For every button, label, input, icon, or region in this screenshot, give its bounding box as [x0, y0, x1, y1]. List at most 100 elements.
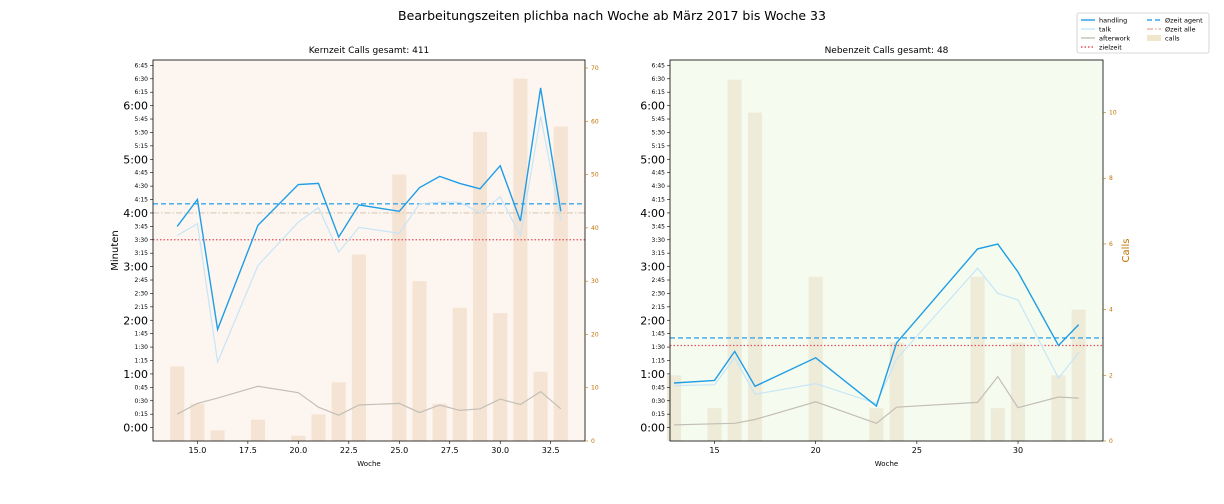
y-tick-label: 6:45 — [135, 62, 149, 69]
calls-bar — [553, 126, 568, 441]
calls-bar — [452, 307, 467, 441]
y-tick-label: 0:00 — [123, 422, 148, 435]
series-handling-line — [176, 87, 562, 333]
y-tick-label: 4:45 — [135, 170, 149, 177]
chart-title: Nebenzeit Calls gesamt: 48 — [825, 46, 949, 56]
y-tick-label: 1:45 — [652, 331, 666, 338]
y2-tick-label: 0 — [591, 438, 595, 445]
y2-tick-label: 70 — [591, 65, 599, 72]
x-tick-label: 20 — [811, 446, 821, 455]
x-tick-label: 25 — [912, 446, 922, 455]
y-tick-label: 1:30 — [652, 344, 666, 351]
x-tick-label: 20.0 — [289, 446, 307, 455]
plot-background — [670, 60, 1103, 441]
calls-bar — [1051, 375, 1066, 441]
calls-bar — [351, 254, 366, 441]
series-talk-line — [176, 116, 562, 365]
figure-suptitle: Bearbeitungszeiten plichba nach Woche ab… — [398, 8, 826, 23]
y-tick-label: 3:30 — [652, 237, 666, 244]
calls-bar — [311, 414, 326, 441]
y-tick-label: 0:45 — [135, 384, 149, 391]
y-tick-label: 4:30 — [135, 183, 149, 190]
y2-tick-label: 10 — [1109, 110, 1117, 117]
calls-bar — [210, 430, 225, 441]
series-talk-line — [673, 267, 1080, 405]
y-tick-label: 0:15 — [135, 411, 149, 418]
y-tick-label: 2:30 — [135, 290, 149, 297]
x-tick-label: 22.5 — [340, 446, 358, 455]
y-tick-label: 6:30 — [652, 76, 666, 83]
plot-frame — [152, 59, 586, 442]
y-tick-label: 5:00 — [640, 153, 665, 166]
calls-bar — [291, 435, 306, 441]
calls-bar — [808, 276, 823, 441]
calls-bar — [190, 403, 205, 441]
legend-box — [1076, 12, 1210, 54]
legend-label: calls — [1165, 35, 1180, 43]
series-afterwork-line — [673, 375, 1079, 426]
y-tick-label: 1:30 — [135, 344, 149, 351]
y-tick-label: 5:30 — [652, 129, 666, 136]
calls-bar — [412, 281, 427, 441]
calls-bar — [1010, 342, 1026, 441]
y-tick-label: 4:45 — [652, 170, 666, 177]
y2-tick-label: 2 — [1109, 372, 1113, 379]
y2-tick-label: 10 — [591, 385, 599, 392]
calls-bar — [392, 174, 407, 441]
y-tick-label: 1:45 — [135, 331, 149, 338]
plot-background — [153, 60, 585, 441]
y-tick-label: 1:00 — [123, 368, 148, 381]
y-tick-label: 1:15 — [652, 358, 666, 365]
series-afterwork-line — [176, 385, 562, 416]
y-tick-label: 6:45 — [652, 62, 666, 69]
plot-frame — [669, 59, 1104, 442]
y-tick-label: 5:15 — [652, 143, 666, 150]
y-tick-label: 5:45 — [135, 116, 149, 123]
y-tick-label: 4:00 — [640, 207, 665, 220]
y-tick-label: 4:00 — [123, 207, 148, 220]
calls-bar — [472, 131, 488, 441]
calls-bar — [513, 78, 528, 441]
y-tick-label: 3:00 — [640, 261, 665, 274]
calls-bar — [170, 366, 185, 441]
y-tick-label: 2:00 — [640, 314, 665, 327]
legend-label: Øzeit agent — [1165, 17, 1203, 25]
y-tick-label: 3:30 — [135, 237, 149, 244]
y2-tick-label: 6 — [1109, 241, 1113, 248]
y-tick-label: 2:45 — [652, 277, 666, 284]
y2-tick-label: 0 — [1109, 438, 1113, 445]
chart-title: Kernzeit Calls gesamt: 411 — [309, 46, 430, 56]
x-tick-label: 25.0 — [390, 446, 408, 455]
y-tick-label: 3:15 — [135, 250, 149, 257]
x-tick-label: 15.0 — [189, 446, 207, 455]
y-tick-label: 5:30 — [135, 129, 149, 136]
legend-label: talk — [1099, 26, 1111, 34]
y2-axis-label: Calls — [1121, 239, 1132, 263]
calls-bar — [990, 408, 1005, 441]
y-tick-label: 0:45 — [652, 384, 666, 391]
x-tick-label: 15 — [709, 446, 719, 455]
y-tick-label: 5:00 — [123, 153, 148, 166]
x-tick-label: 17.5 — [239, 446, 257, 455]
y-tick-label: 6:00 — [640, 100, 665, 113]
y-tick-label: 0:00 — [640, 422, 665, 435]
y-tick-label: 3:00 — [123, 261, 148, 274]
calls-bar — [1071, 309, 1086, 441]
y2-tick-label: 20 — [591, 331, 599, 338]
y-tick-label: 1:00 — [640, 368, 665, 381]
y2-tick-label: 60 — [591, 118, 599, 125]
calls-bar — [493, 313, 508, 441]
y-tick-label: 2:15 — [652, 304, 666, 311]
y-tick-label: 2:00 — [123, 314, 148, 327]
calls-bar — [331, 382, 346, 441]
calls-bar — [970, 276, 985, 441]
chart-left: 0:00 0:15 0:30 0:45 1:00 1:15 1:30 1:45 2:00 2:15… — [110, 46, 599, 468]
y2-tick-label: 50 — [591, 172, 599, 179]
legend-label: Øzeit alle — [1165, 26, 1196, 34]
y-axis-label: Minuten — [110, 230, 121, 271]
y-tick-label: 6:00 — [123, 100, 148, 113]
legend-swatch — [1147, 35, 1161, 41]
x-tick-label: 30.0 — [491, 446, 509, 455]
x-tick-label: 30 — [1013, 446, 1023, 455]
